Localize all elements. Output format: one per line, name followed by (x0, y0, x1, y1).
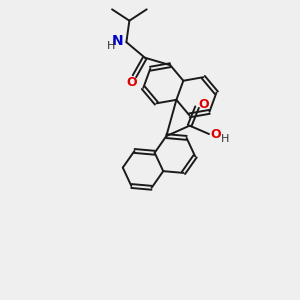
Text: O: O (198, 98, 209, 111)
Text: N: N (112, 34, 124, 48)
Text: H: H (107, 41, 116, 51)
Text: H: H (221, 134, 230, 144)
Text: O: O (210, 128, 221, 140)
Text: O: O (127, 76, 137, 89)
